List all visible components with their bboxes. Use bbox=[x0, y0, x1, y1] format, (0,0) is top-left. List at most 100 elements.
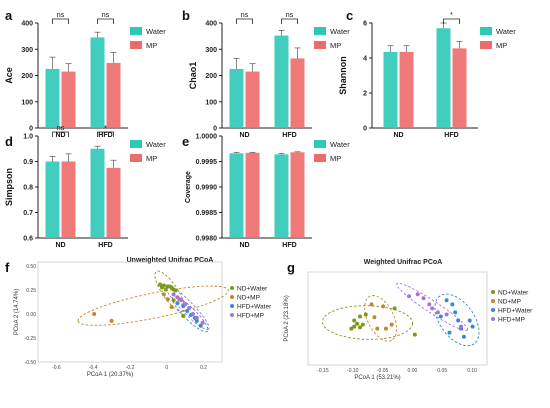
significance-label: ns bbox=[57, 125, 65, 132]
category-label: ND bbox=[55, 132, 65, 139]
legend-swatch bbox=[314, 27, 326, 35]
y-axis-label: Chao1 bbox=[188, 62, 198, 90]
y-tick-label: 0.25 bbox=[26, 288, 36, 294]
scatter-point bbox=[459, 324, 464, 329]
scatter-point bbox=[161, 292, 166, 297]
legend-label: Water bbox=[330, 27, 350, 36]
scatter-point bbox=[92, 311, 97, 316]
scatter-point bbox=[357, 325, 362, 330]
legend-label: HFD+MP bbox=[237, 313, 264, 320]
bar-mp bbox=[106, 62, 121, 128]
bar-water bbox=[274, 35, 289, 128]
legend-swatch bbox=[130, 154, 142, 162]
scatter-point bbox=[363, 312, 368, 317]
legend-swatch bbox=[314, 41, 326, 49]
scatter-point bbox=[169, 305, 174, 310]
legend-marker bbox=[230, 286, 234, 290]
scatter-point bbox=[187, 306, 192, 311]
scatter-point bbox=[421, 296, 426, 301]
panel-e: e 0.9980 0.9985 0.9990 0.9995 1.0000 Coverage N… bbox=[182, 134, 350, 250]
panel-c: c 0 2 4 6 Shannon ND HFD * Water MP bbox=[338, 8, 516, 139]
significance-bracket bbox=[281, 18, 298, 24]
bar-water bbox=[274, 154, 289, 238]
y-axis-label: Coverage bbox=[185, 171, 192, 203]
scatter-point bbox=[450, 302, 455, 307]
y-axis-label: Simpson bbox=[4, 168, 14, 206]
category-label: ND bbox=[239, 132, 249, 139]
bar-mp bbox=[61, 161, 76, 238]
panel-letter: b bbox=[182, 8, 190, 23]
x-tick-label: -0.6 bbox=[52, 365, 61, 371]
y-axis-label: PCoA 2 (23.18%) bbox=[284, 295, 290, 341]
y-tick-label: 100 bbox=[205, 99, 217, 106]
y-tick-label: 0.8 bbox=[23, 185, 33, 192]
y-tick-label: -0.25 bbox=[25, 336, 37, 342]
x-tick-label: -0.2 bbox=[126, 365, 135, 371]
category-label: ND bbox=[393, 132, 403, 139]
confidence-ellipse bbox=[434, 293, 480, 347]
legend-label: ND+MP bbox=[498, 299, 521, 306]
legend-label: HFD+MP bbox=[498, 317, 525, 324]
panel-g: g Weighted Unifrac PCoA -0.15 -0.10 -0.05 0.0… bbox=[284, 259, 533, 381]
significance-bracket bbox=[443, 18, 460, 24]
legend-label: MP bbox=[146, 154, 157, 163]
y-tick-label: 4 bbox=[363, 56, 367, 63]
scatter-point bbox=[392, 306, 397, 311]
chart-title: Unweighted Unifrac PCoA bbox=[127, 257, 214, 264]
bar-water bbox=[45, 68, 60, 128]
significance-label: ns bbox=[241, 12, 249, 19]
category-label: HFD bbox=[98, 242, 112, 249]
scatter-point bbox=[171, 298, 176, 303]
panel-f: f Unweighted Unifrac PCoA -0.6 -0.4 -0.2 0 0.2… bbox=[5, 257, 272, 378]
y-tick-label: 0.9985 bbox=[196, 210, 218, 217]
bar-mp bbox=[245, 71, 260, 128]
category-label: ND bbox=[55, 242, 65, 249]
category-label: HFD bbox=[282, 132, 296, 139]
x-tick-label: 0.00 bbox=[408, 368, 418, 374]
significance-bracket bbox=[236, 18, 253, 24]
scatter-point bbox=[198, 323, 203, 328]
y-tick-label: 0.00 bbox=[26, 312, 36, 318]
category-label: HFD bbox=[98, 132, 112, 139]
bar-mp bbox=[290, 152, 305, 238]
scatter-point bbox=[456, 318, 461, 323]
y-tick-label: 6 bbox=[363, 21, 367, 28]
bar-mp bbox=[290, 58, 305, 128]
legend-marker bbox=[491, 290, 495, 294]
y-tick-label: 100 bbox=[21, 99, 33, 106]
legend-label: Water bbox=[146, 27, 166, 36]
y-tick-label: 0.9 bbox=[23, 159, 33, 166]
legend-marker bbox=[230, 295, 234, 299]
y-axis-label: PCoA 2 (14.74%) bbox=[14, 289, 20, 335]
legend-marker bbox=[230, 304, 234, 308]
scatter-point bbox=[200, 320, 205, 325]
scatter-point bbox=[444, 312, 449, 317]
scatter-point bbox=[360, 322, 365, 327]
bar-water bbox=[436, 28, 451, 128]
scatter-point bbox=[171, 292, 176, 297]
scatter-point bbox=[109, 318, 114, 323]
scatter-point bbox=[407, 294, 412, 299]
x-tick-label: 0.2 bbox=[200, 365, 207, 371]
scatter-point bbox=[467, 318, 472, 323]
scatter-point bbox=[369, 302, 374, 307]
scatter-point bbox=[375, 326, 380, 331]
scatter-point bbox=[444, 298, 449, 303]
scatter-point bbox=[352, 324, 357, 329]
confidence-ellipse bbox=[171, 296, 209, 333]
scatter-point bbox=[175, 301, 180, 306]
confidence-ellipse bbox=[77, 285, 229, 326]
scatter-point bbox=[159, 285, 164, 290]
bar-mp bbox=[61, 71, 76, 128]
bar-mp bbox=[106, 167, 121, 238]
significance-label: ns bbox=[102, 12, 110, 19]
scatter-point bbox=[194, 318, 199, 323]
y-tick-label: 0 bbox=[213, 126, 217, 133]
y-tick-label: 200 bbox=[205, 73, 217, 80]
scatter-point bbox=[381, 304, 386, 309]
confidence-ellipse bbox=[396, 282, 469, 331]
plot-frame bbox=[37, 261, 223, 363]
legend-marker bbox=[230, 313, 234, 317]
x-tick-label: 0.05 bbox=[437, 368, 447, 374]
scatter-point bbox=[163, 287, 168, 292]
